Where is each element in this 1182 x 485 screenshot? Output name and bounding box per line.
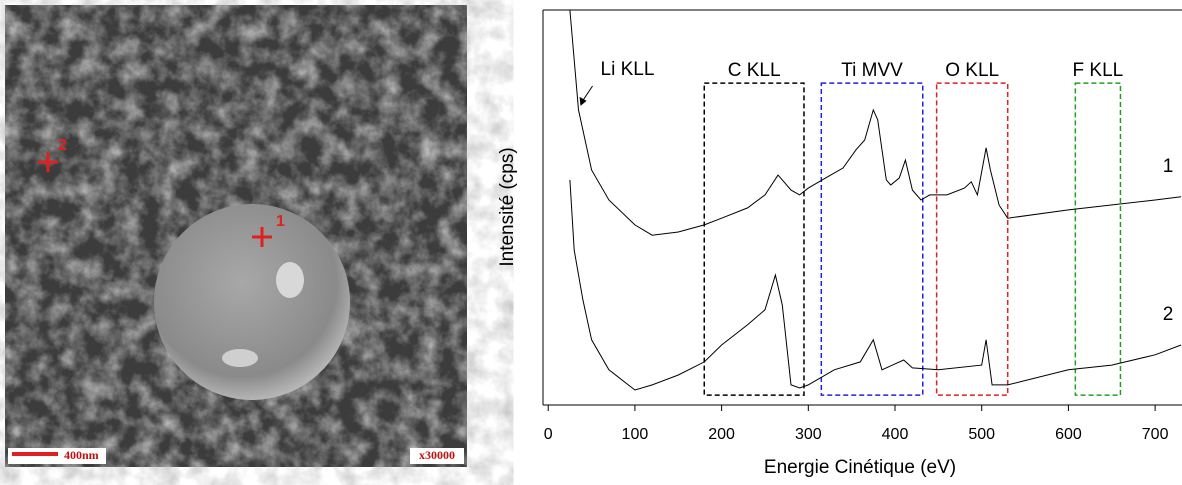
- region-label: C KLL: [728, 60, 781, 81]
- region-box: [820, 82, 924, 396]
- x-axis-label: Energie Cinétique (eV): [764, 457, 956, 478]
- region-label: F KLL: [1073, 60, 1124, 81]
- y-axis-label: Intensité (cps): [497, 147, 518, 266]
- x-tick-label: 100: [622, 426, 649, 443]
- sphere: [154, 204, 350, 400]
- region-box: [935, 82, 1009, 396]
- x-tick-label: 0: [544, 426, 553, 443]
- particle: [276, 262, 304, 298]
- x-tick-label: 200: [708, 426, 735, 443]
- marker-label: 2: [58, 137, 67, 154]
- marker-1: [252, 227, 272, 247]
- magnification: x30000: [419, 448, 455, 462]
- region-label: O KLL: [945, 60, 999, 81]
- x-tick-label: 700: [1142, 426, 1169, 443]
- x-tick-label: 600: [1055, 426, 1082, 443]
- marker-label: 1: [276, 213, 285, 230]
- annotation: Li KLL: [601, 59, 655, 80]
- region-label: Ti MVV: [841, 60, 903, 81]
- x-tick-label: 500: [968, 426, 995, 443]
- spectrum: [569, 9, 1182, 236]
- series-label: 1: [1163, 156, 1174, 177]
- scale-label: 400nm: [64, 448, 99, 462]
- region-box: [1074, 82, 1122, 396]
- x-tick-label: 400: [882, 426, 909, 443]
- x-tick-label: 300: [795, 426, 822, 443]
- region-box: [703, 82, 805, 396]
- annotation-arrowhead: [579, 96, 587, 106]
- marker-2: [38, 152, 58, 172]
- sem-image: 1 2 400nm x30000: [5, 5, 467, 467]
- series-label: 2: [1163, 304, 1174, 325]
- mag-box: [410, 448, 464, 464]
- particle: [222, 349, 258, 367]
- spectrum: [569, 179, 1182, 391]
